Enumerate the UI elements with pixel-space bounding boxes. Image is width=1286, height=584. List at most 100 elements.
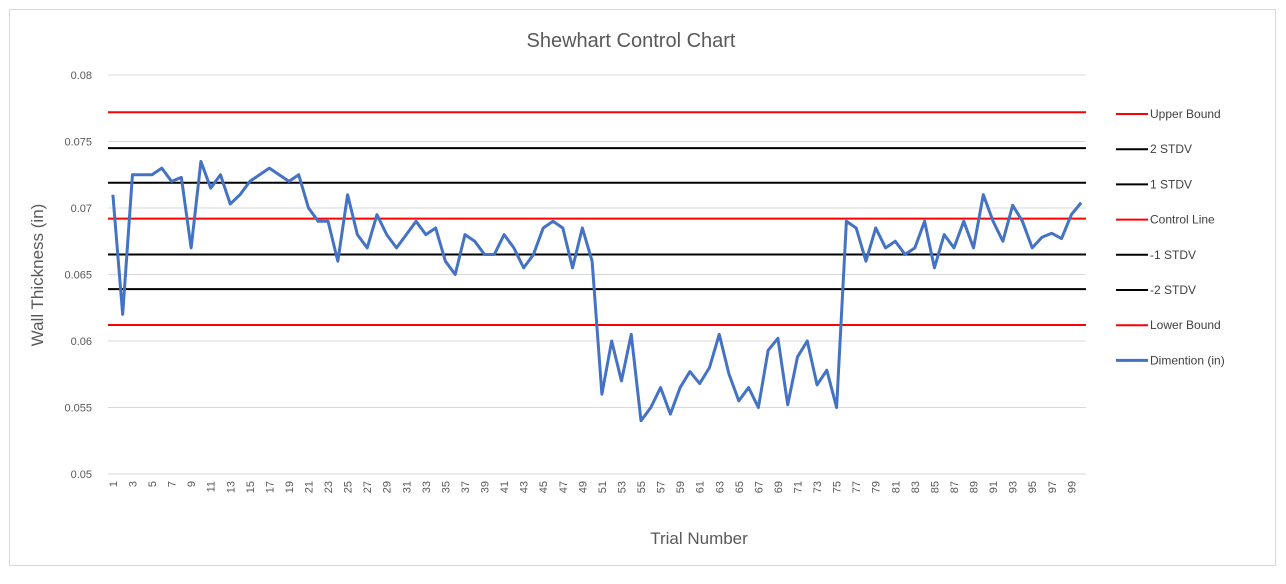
data-point [1021,220,1023,222]
data-point [904,254,906,256]
data-point [171,180,173,182]
x-tick-label: 95 [1027,481,1039,493]
data-point [190,247,192,249]
x-tick-label: 49 [577,481,589,493]
data-point [943,234,945,236]
x-tick-label: 15 [245,481,257,493]
x-tick-labels: 1 3 5 7 9 11 13 15 17 19 21 23 25 27 29 31 33 35 37 39 41 43 4… [108,481,1078,493]
data-point [601,393,603,395]
data-point [982,194,984,196]
x-tick-label: 93 [1008,481,1020,493]
x-tick-label: 11 [206,481,218,492]
legend-label--1-stdv: -1 STDV [1150,248,1196,262]
data-point [845,220,847,222]
x-tick-label: 37 [460,481,472,493]
data-point [151,174,153,176]
data-point [669,413,671,415]
data-point [620,380,622,382]
x-tick-label: 41 [499,481,511,493]
data-point [356,234,358,236]
data-point [689,371,691,373]
legend-label-2-stdv: 2 STDV [1150,142,1192,156]
data-point [640,420,642,422]
x-tick-label: 53 [616,481,628,493]
data-point [757,407,759,409]
data-point [229,203,231,205]
y-tick-label: 0.05 [71,469,92,481]
data-point [1012,204,1014,206]
data-point [1061,238,1063,240]
data-point [474,240,476,242]
data-point [180,176,182,178]
x-tick-label: 21 [303,481,315,493]
x-tick-label: 59 [675,481,687,493]
data-point [268,167,270,169]
x-tick-label: 57 [656,481,668,493]
data-point [963,220,965,222]
data-point [327,220,329,222]
x-tick-label: 69 [773,481,785,493]
data-point [953,247,955,249]
y-tick-label: 0.08 [71,70,92,82]
data-point [591,260,593,262]
data-point [141,174,143,176]
data-point [317,220,319,222]
y-tick-label: 0.075 [64,137,92,149]
x-tick-label: 73 [812,481,824,493]
data-point [376,214,378,216]
data-point [366,247,368,249]
data-point [464,234,466,236]
data-point [699,383,701,385]
data-point [239,194,241,196]
x-tick-label: 5 [147,481,159,487]
x-tick-label: 71 [792,481,804,493]
data-point [796,356,798,358]
data-point [855,227,857,229]
x-tick-label: 97 [1047,481,1059,493]
y-tick-label: 0.07 [71,203,92,215]
legend: Upper Bound 2 STDV 1 STDV Control Line -1 ST… [1116,107,1225,367]
data-point [1070,214,1072,216]
x-tick-label: 45 [538,481,550,493]
data-point [307,207,309,209]
data-point [396,247,398,249]
y-tick-labels: 0.05 0.055 0.06 0.065 0.07 0.075 0.08 [64,70,92,481]
x-tick-label: 85 [929,481,941,493]
gridlines [108,74,1086,475]
x-tick-label: 27 [362,481,374,493]
data-point [816,384,818,386]
data-point [161,167,163,169]
data-point [777,337,779,339]
series-line-dimention [111,159,1083,423]
data-point [738,400,740,402]
x-tick-label: 47 [558,481,570,493]
data-point [787,404,789,406]
x-tick-label: 25 [343,481,355,493]
x-tick-label: 79 [871,481,883,493]
x-tick-label: 19 [284,481,296,493]
x-tick-label: 89 [969,481,981,493]
legend-label-lower-bound: Lower Bound [1150,318,1221,332]
x-tick-label: 1 [108,481,120,487]
data-point [650,407,652,409]
x-tick-label: 35 [440,481,452,493]
x-tick-label: 33 [421,481,433,493]
x-axis-title: Trial Number [650,529,748,548]
x-tick-label: 87 [949,481,961,493]
data-point [728,373,730,375]
data-point [1002,240,1004,242]
y-axis-title: Wall Thickness (in) [28,204,47,347]
data-point [1080,202,1082,204]
chart-frame [9,9,1276,566]
data-point [444,260,446,262]
data-point [532,254,534,256]
x-tick-label: 9 [186,481,198,487]
data-point [885,247,887,249]
data-point [806,340,808,342]
data-point [748,387,750,389]
data-point [493,254,495,256]
data-point [523,267,525,269]
data-point [386,234,388,236]
chart-title: Shewhart Control Chart [527,30,736,52]
data-point [425,234,427,236]
